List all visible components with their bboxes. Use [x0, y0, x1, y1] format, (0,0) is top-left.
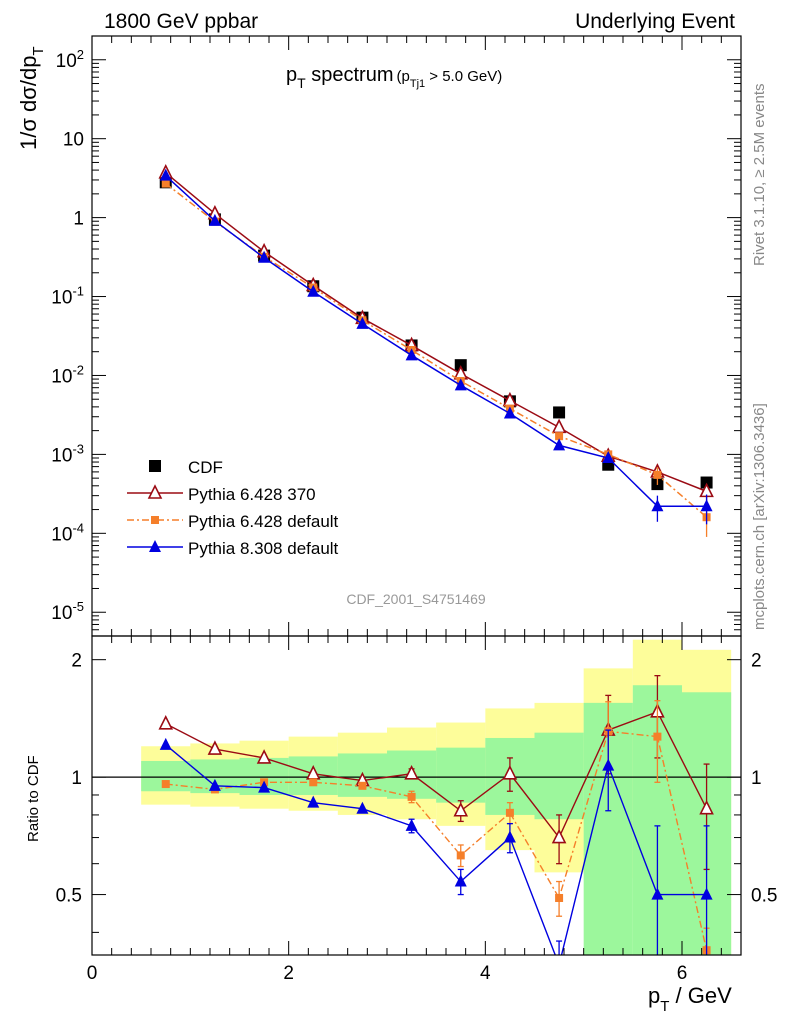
mc-point — [700, 499, 713, 512]
series-line — [165, 182, 708, 518]
mc-point — [208, 778, 221, 791]
ratio-line — [165, 730, 708, 951]
ratio-y-tick-label: 2 — [71, 651, 82, 672]
mc-point — [555, 432, 564, 441]
mc-point — [651, 887, 664, 900]
mc-point — [503, 830, 516, 843]
mc-point — [161, 780, 170, 789]
series-line — [165, 172, 707, 493]
mc-point — [551, 828, 567, 844]
y-tick-label: 10-2 — [51, 362, 84, 387]
mc-point — [505, 808, 514, 817]
ratio-y-tick-label: 0.5 — [56, 886, 82, 907]
mc-point — [161, 179, 170, 188]
data-point — [553, 406, 566, 419]
mc-point — [602, 758, 615, 771]
y-tick-label: 10 — [63, 130, 84, 151]
mc-point — [356, 316, 369, 329]
mc-point — [405, 818, 418, 831]
ratio-ylabel: Ratio to CDF — [25, 755, 42, 842]
mc-point — [258, 780, 271, 793]
data-point — [700, 476, 713, 489]
mc-point — [503, 406, 516, 419]
mc-point — [404, 764, 419, 780]
mc-point — [151, 516, 159, 524]
ratio-y-tick-label-right: 2 — [751, 651, 762, 672]
mc-point — [555, 893, 564, 902]
ratio-y-tick-label-right: 0.5 — [751, 886, 777, 907]
ratio-series — [158, 675, 714, 970]
y-tick-label: 10-4 — [51, 520, 84, 545]
series-line — [165, 175, 707, 508]
mc-point — [700, 887, 713, 900]
mc-point — [407, 792, 416, 801]
ratio-plot-frame — [91, 635, 742, 956]
y-tick-label: 1 — [73, 209, 84, 230]
x-tick-label: 0 — [87, 963, 98, 984]
mc-point — [653, 732, 662, 741]
x-tick-label: 4 — [480, 963, 491, 984]
legend-label: Pythia 8.308 default — [188, 539, 339, 558]
y-tick-label: 10-1 — [51, 284, 84, 309]
mc-point — [147, 484, 163, 499]
mc-point — [208, 213, 221, 226]
legend-label: Pythia 6.428 default — [188, 512, 339, 531]
mc-point — [256, 749, 272, 764]
mc-point — [207, 740, 223, 755]
axes: 0 2 4 6 10-5 10-4 10-3 10-2 10-1 1 10 102 0.5 0.5 1 1 2 2 — [51, 35, 777, 984]
mcplots-label: mcplots.cern.ch [arXiv:1306.3436] — [751, 403, 768, 630]
mc-point — [158, 714, 174, 730]
y-tick-label: 10-3 — [51, 441, 84, 466]
mc-point — [159, 737, 172, 750]
ratio-uncertainty-bands — [92, 639, 741, 955]
inner-band-bin — [534, 732, 584, 820]
mc-point — [551, 418, 567, 434]
mc-point — [258, 250, 271, 263]
mc-point — [553, 958, 565, 970]
plot-title: pT spectrum (pTj1 > 5.0 GeV) — [286, 64, 502, 91]
mc-point — [454, 874, 467, 887]
mc-point — [602, 451, 615, 464]
mc-point — [502, 764, 518, 780]
legend-label: Pythia 6.428 370 — [188, 485, 316, 504]
x-axis-label: pT / GeV — [648, 983, 732, 1015]
mc-point — [553, 438, 566, 451]
ratio-y-tick-label-right: 1 — [751, 768, 762, 789]
main-ylabel: 1/σ dσ/dpT — [16, 46, 47, 150]
y-tick-label: 102 — [56, 47, 84, 72]
mc-point — [307, 795, 320, 808]
process-label: Underlying Event — [575, 10, 735, 33]
mc-point — [456, 851, 465, 860]
mc-point — [356, 801, 369, 814]
data-point — [149, 460, 161, 472]
x-tick-label: 2 — [283, 963, 294, 984]
ratio-line — [165, 744, 707, 955]
mc-point — [358, 781, 367, 790]
energy-label: 1800 GeV ppbar — [104, 10, 258, 33]
ratio-y-tick-label: 1 — [71, 768, 82, 789]
mc-point — [453, 801, 469, 817]
mc-point — [159, 168, 172, 181]
main-series — [158, 163, 714, 537]
rivet-label: Rivet 3.1.10, ≥ 2.5M events — [751, 84, 768, 267]
mc-point — [309, 778, 318, 787]
x-tick-label: 6 — [677, 963, 688, 984]
analysis-id: CDF_2001_S4751469 — [346, 591, 486, 607]
legend-label: CDF — [188, 458, 223, 477]
mc-point — [307, 284, 320, 297]
ratio-line — [165, 710, 708, 839]
mc-point — [651, 499, 664, 512]
mc-point — [653, 470, 662, 479]
mc-point — [405, 348, 418, 361]
y-tick-label: 10-5 — [51, 599, 84, 624]
mc-point — [149, 540, 161, 552]
inner-band-bin — [436, 747, 486, 803]
mc-point — [454, 378, 467, 391]
legend: CDF Pythia 6.428 370 Pythia 6.428 default P… — [127, 458, 339, 558]
mc-point — [699, 799, 714, 815]
